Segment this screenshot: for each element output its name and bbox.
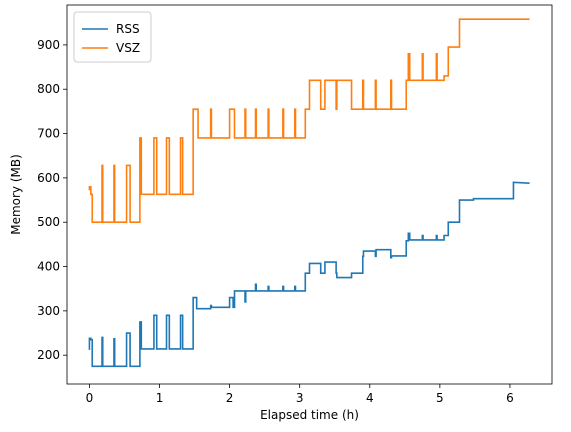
y-tick-label: 900 — [37, 38, 60, 52]
y-axis-ticks: 200 300 400 500 600 700 800 900 — [37, 38, 67, 362]
axes-frame — [66, 4, 553, 385]
y-tick-label: 700 — [37, 127, 60, 141]
legend: RSS VSZ — [73, 11, 152, 63]
y-tick-label: 400 — [37, 260, 60, 274]
y-axis-label: Memory (MB) — [9, 154, 23, 235]
y-tick-label: 800 — [37, 82, 60, 96]
y-tick-label: 200 — [37, 348, 60, 362]
legend-label-vsz: VSZ — [116, 41, 140, 55]
legend-label-rss: RSS — [116, 22, 140, 36]
x-tick-label: 0 — [86, 391, 94, 405]
series-layer — [88, 18, 530, 368]
legend-box — [73, 11, 152, 63]
plot-area — [66, 4, 553, 385]
x-tick-label: 3 — [296, 391, 304, 405]
x-tick-label: 5 — [436, 391, 444, 405]
y-tick-label: 500 — [37, 215, 60, 229]
x-axis-ticks: 0 1 2 3 4 5 6 — [86, 384, 514, 405]
series-line-vsz — [88, 18, 530, 223]
x-tick-label: 1 — [156, 391, 164, 405]
series-line-rss — [88, 181, 530, 368]
y-tick-label: 300 — [37, 304, 60, 318]
y-tick-label: 600 — [37, 171, 60, 185]
x-tick-label: 2 — [226, 391, 234, 405]
x-tick-label: 4 — [366, 391, 374, 405]
x-axis-label: Elapsed time (h) — [260, 408, 359, 422]
x-tick-label: 6 — [506, 391, 514, 405]
